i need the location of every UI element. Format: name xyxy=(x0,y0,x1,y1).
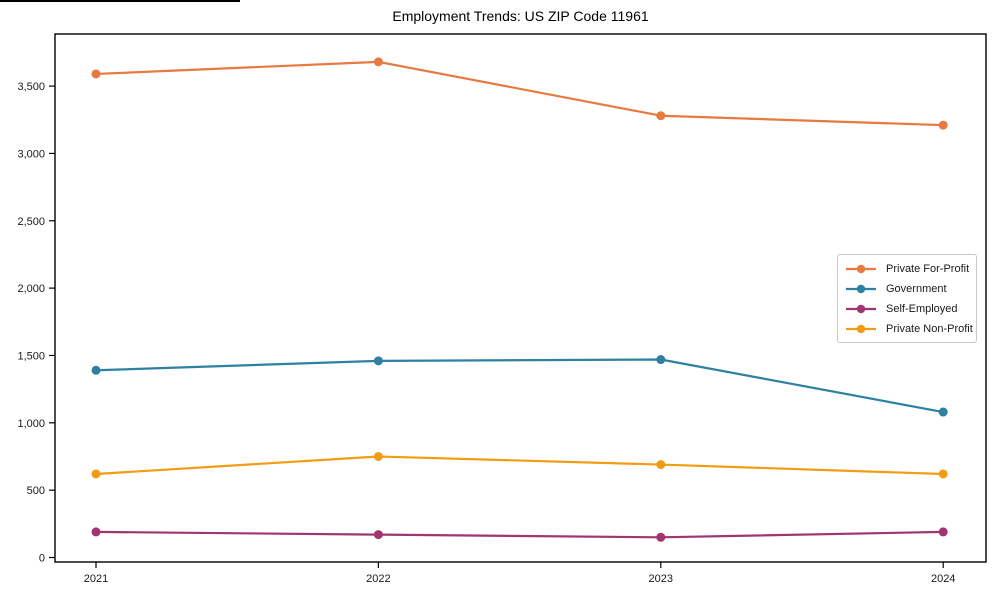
y-tick-label: 2,000 xyxy=(17,283,45,295)
data-point-private-non-profit-2023 xyxy=(656,460,666,470)
series-line-private-non-profit xyxy=(94,455,945,476)
legend-label: Private Non-Profit xyxy=(886,323,973,335)
y-tick-label: 500 xyxy=(27,485,45,497)
y-tick-label: 0 xyxy=(39,553,45,565)
data-point-private-for-profit-2024 xyxy=(938,120,948,130)
series-line-self-employed xyxy=(94,530,945,539)
legend-marker-private-for-profit xyxy=(846,264,876,274)
legend-label: Self-Employed xyxy=(886,303,958,315)
chart-title: Employment Trends: US ZIP Code 11961 xyxy=(392,8,649,24)
data-point-private-for-profit-2021 xyxy=(91,69,101,79)
data-point-self-employed-2021 xyxy=(91,527,101,537)
legend-item-private-non-profit: Private Non-Profit xyxy=(843,319,976,339)
data-point-private-for-profit-2023 xyxy=(656,111,666,121)
legend-marker-private-non-profit xyxy=(846,324,876,334)
legend-item-self-employed: Self-Employed xyxy=(843,299,976,319)
x-tick-label: 2022 xyxy=(366,573,390,585)
plot-frame xyxy=(54,33,987,563)
data-point-government-2024 xyxy=(938,407,948,417)
legend-label: Private For-Profit xyxy=(886,263,970,275)
data-point-self-employed-2024 xyxy=(938,527,948,537)
legend-label: Government xyxy=(886,283,947,295)
data-point-government-2023 xyxy=(656,355,666,365)
data-point-self-employed-2022 xyxy=(373,530,383,540)
legend-item-government: Government xyxy=(843,279,976,299)
y-tick-label: 3,000 xyxy=(17,148,45,160)
data-point-self-employed-2023 xyxy=(656,532,666,542)
x-tick-label: 2021 xyxy=(84,573,108,585)
series-line-government xyxy=(94,358,945,414)
legend: Private For-Profit Government Self-Employe… xyxy=(837,254,977,343)
data-point-private-non-profit-2021 xyxy=(91,469,101,479)
y-tick-label: 3,500 xyxy=(17,81,45,93)
y-tick-label: 1,500 xyxy=(17,350,45,362)
y-tick-label: 2,500 xyxy=(17,216,45,228)
legend-item-private-for-profit: Private For-Profit xyxy=(843,259,976,279)
window-edge-line xyxy=(0,0,240,2)
x-tick-label: 2024 xyxy=(931,573,955,585)
series-line-private-for-profit xyxy=(94,60,945,127)
data-point-private-for-profit-2022 xyxy=(373,57,383,67)
data-point-government-2021 xyxy=(91,365,101,375)
legend-marker-government xyxy=(846,284,876,294)
y-tick-label: 1,000 xyxy=(17,418,45,430)
data-point-private-non-profit-2022 xyxy=(373,451,383,461)
data-point-government-2022 xyxy=(373,356,383,366)
x-tick-label: 2023 xyxy=(649,573,673,585)
data-point-private-non-profit-2024 xyxy=(938,469,948,479)
legend-marker-self-employed xyxy=(846,304,876,314)
